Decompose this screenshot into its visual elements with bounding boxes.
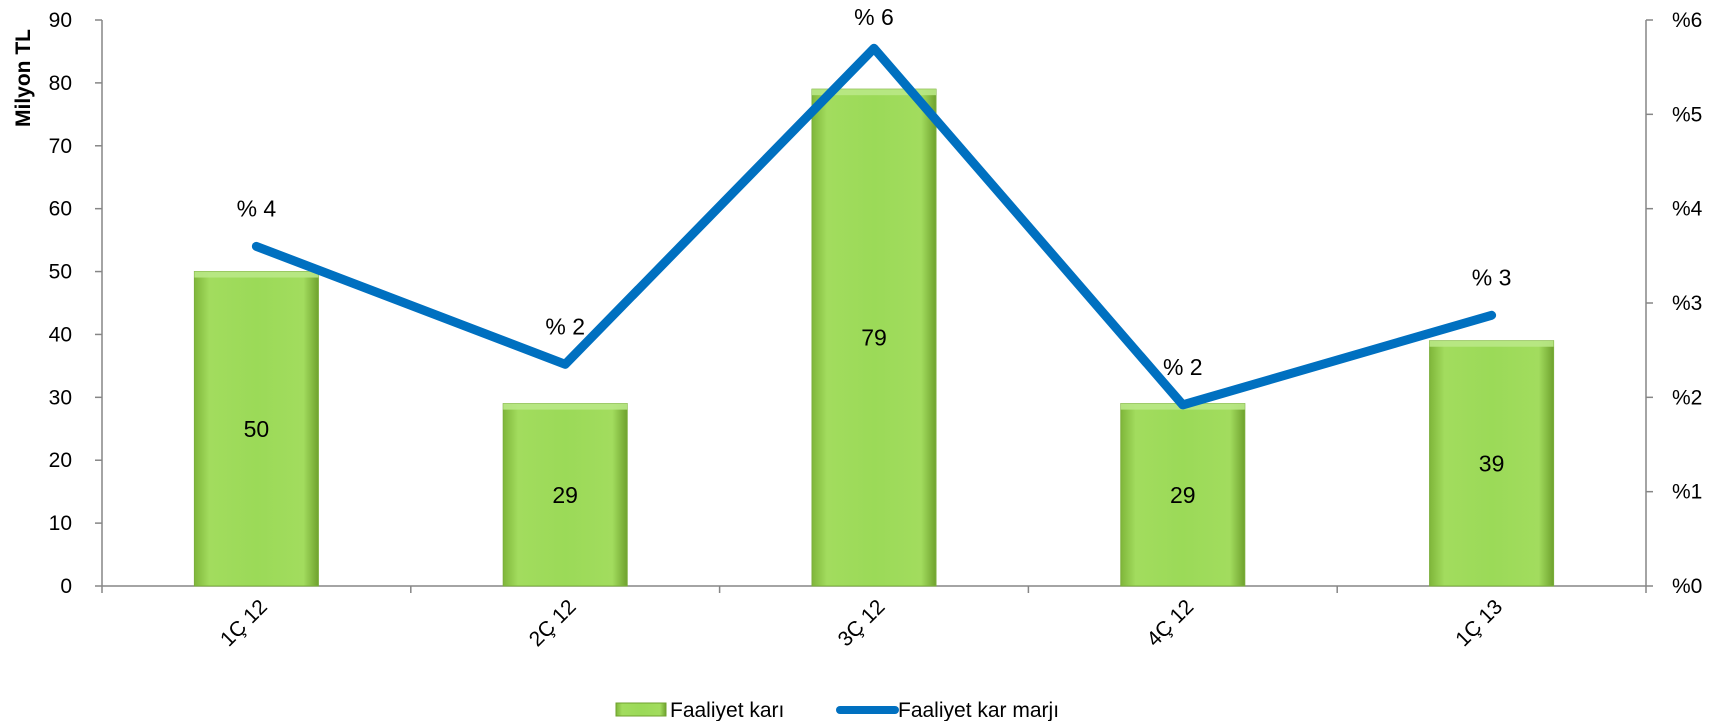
y-tick-label: 70 <box>49 135 72 158</box>
legend-item-bar: Faaliyet karı <box>615 699 784 721</box>
bar <box>1120 403 1246 587</box>
bar-data-label: 29 <box>552 482 578 508</box>
legend-bar-swatch <box>615 702 667 717</box>
y2-tick-label: %1 <box>1672 481 1702 504</box>
y2-tick-label: %6 <box>1672 9 1702 32</box>
y-tick-label: 30 <box>49 386 72 409</box>
x-tick-label: 3Ç 12 <box>834 595 890 651</box>
x-tick-label: 1Ç 13 <box>1451 595 1507 651</box>
y-tick-label: 0 <box>60 575 72 598</box>
y-tick-label: 20 <box>49 449 72 472</box>
line-series <box>251 43 1497 410</box>
line-data-label: % 2 <box>545 313 585 339</box>
bar-data-label: 50 <box>244 416 270 442</box>
bar-top-bevel <box>194 271 319 278</box>
y-axis-title: Milyon TL <box>12 29 35 127</box>
bar-top-bevel <box>503 403 628 410</box>
bar-top-bevel <box>1429 340 1554 347</box>
line-point <box>1490 314 1493 317</box>
line-data-label: % 3 <box>1472 264 1512 290</box>
y2-tick-label: %5 <box>1672 103 1702 126</box>
x-tick-label: 2Ç 12 <box>525 595 581 651</box>
legend-item-line: Faaliyet kar marjı <box>836 699 1059 721</box>
bar-series <box>193 88 1555 587</box>
y-tick-label: 40 <box>49 323 72 346</box>
legend: Faaliyet karı Faaliyet kar marjı <box>615 699 1059 721</box>
line-point <box>1181 403 1184 406</box>
legend-bar-label: Faaliyet karı <box>670 699 784 721</box>
y-axis-left: 0 10 20 30 40 50 60 70 80 90 <box>49 9 103 598</box>
y2-tick-label: %3 <box>1672 292 1702 315</box>
bar-data-labels: 50 29 79 29 39 <box>244 325 1505 508</box>
bar-data-label: 39 <box>1479 450 1505 476</box>
x-tick-label: 1Ç 12 <box>216 595 272 651</box>
bar-data-label: 29 <box>1170 482 1196 508</box>
y2-tick-label: %2 <box>1672 386 1702 409</box>
y-tick-label: 60 <box>49 198 72 221</box>
bar-top-bevel <box>812 89 936 96</box>
x-axis: 1Ç 12 2Ç 12 3Ç 12 4Ç 12 1Ç 13 <box>101 585 1647 651</box>
line-data-label: % 6 <box>854 4 894 30</box>
y-tick-label: 90 <box>49 9 72 32</box>
bar-data-label: 79 <box>861 325 887 351</box>
y2-tick-label: %0 <box>1672 575 1702 598</box>
line-data-labels: % 4 % 2 % 6 % 2 % 3 <box>237 4 1512 380</box>
line-data-label: % 2 <box>1163 354 1203 380</box>
y2-tick-label: %4 <box>1672 198 1703 221</box>
y-axis-right: %0 %1 %2 %3 %4 %5 %6 <box>1645 9 1703 598</box>
line-point <box>873 47 875 50</box>
bar <box>1429 340 1555 587</box>
y-tick-label: 50 <box>49 261 72 284</box>
line-data-label: % 4 <box>237 195 277 221</box>
line-point <box>564 363 567 366</box>
x-tick-label: 4Ç 12 <box>1142 595 1198 651</box>
bar <box>193 271 319 587</box>
bar <box>811 88 937 587</box>
bar <box>502 403 628 587</box>
line-point <box>255 245 258 248</box>
legend-line-label: Faaliyet kar marjı <box>898 699 1059 721</box>
y-tick-label: 80 <box>49 72 72 95</box>
y-tick-label: 10 <box>49 512 72 535</box>
